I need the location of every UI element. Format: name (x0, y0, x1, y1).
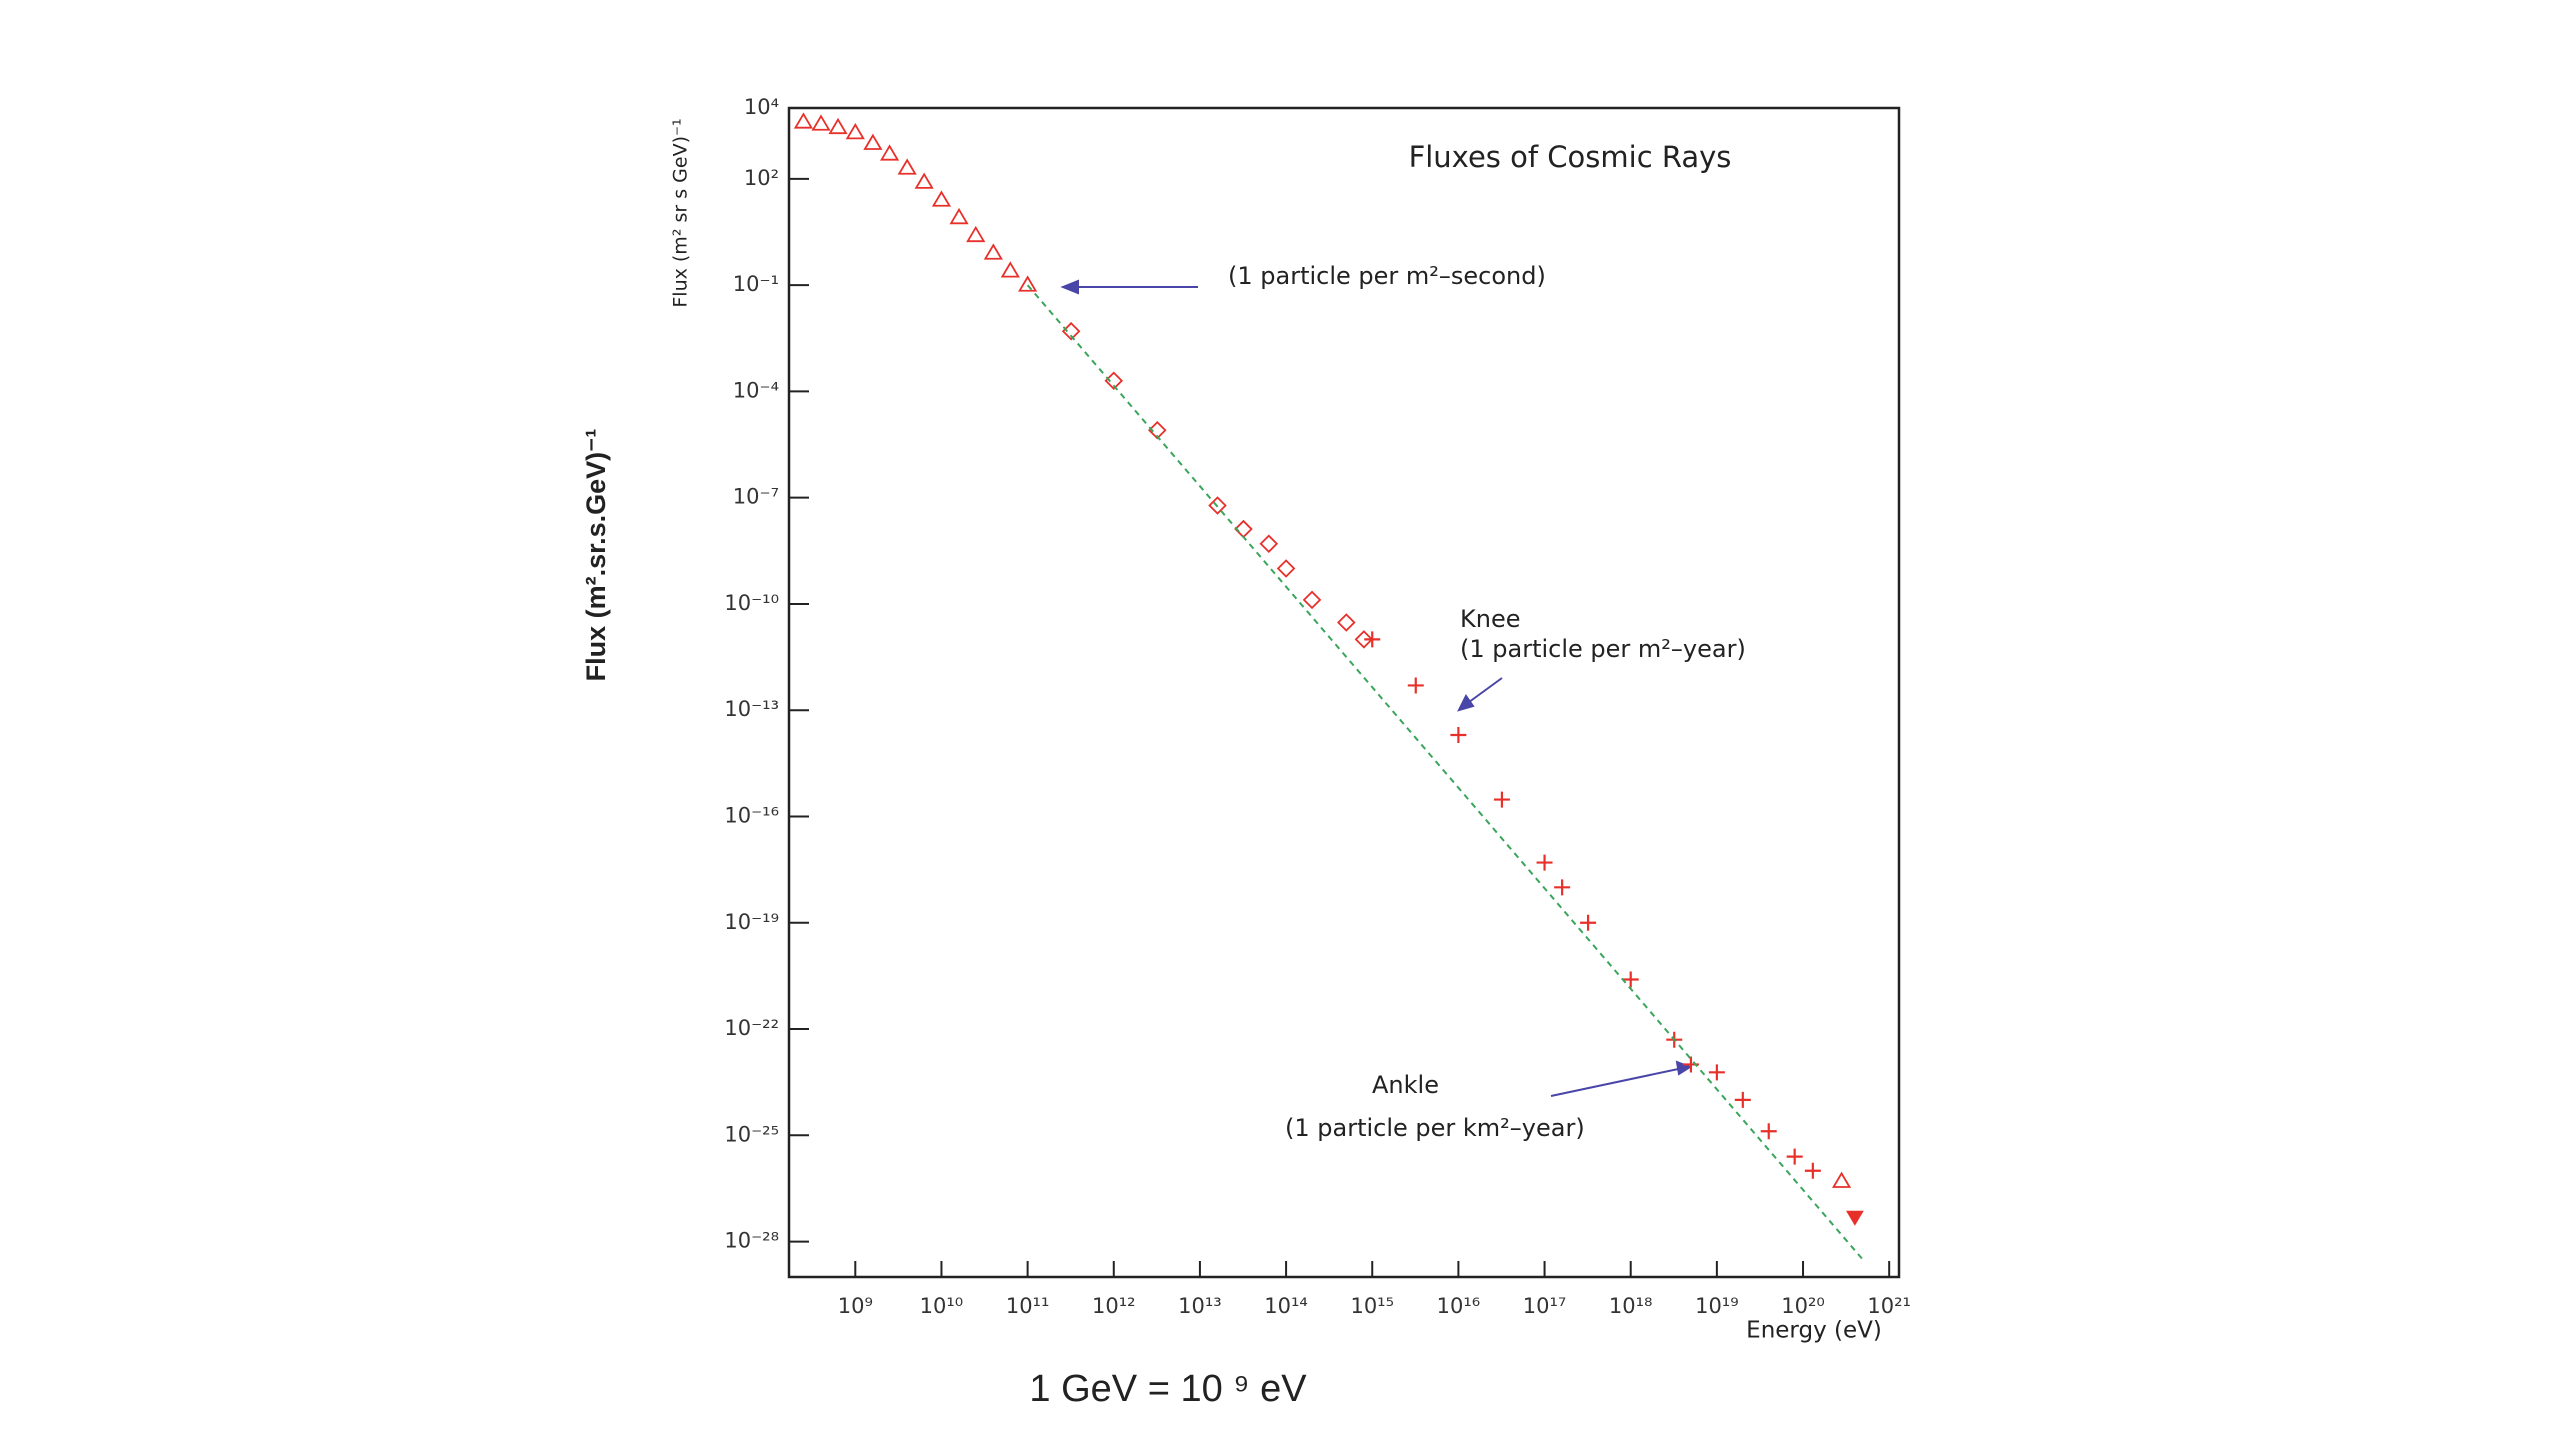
triangle-point (949, 207, 969, 225)
diamond-point (1302, 590, 1322, 610)
triangle-point (1018, 275, 1038, 292)
upper-limit-point (1846, 1210, 1864, 1226)
triangle-point (845, 122, 865, 140)
annotation: Knee (1460, 605, 1520, 633)
triangle-point (914, 172, 934, 189)
y-tick-label: 10⁻²² (724, 1016, 779, 1040)
x-tick-label: 10¹⁷ (1523, 1294, 1567, 1318)
y-tick-label: 10⁻⁴ (733, 378, 779, 402)
x-tick-label: 10¹⁴ (1264, 1294, 1308, 1318)
y-tick-label: 10⁻¹⁹ (724, 910, 779, 934)
cross-point (1364, 631, 1381, 648)
diamond-point (1259, 534, 1279, 554)
y-tick-label: 10⁻⁷ (733, 485, 779, 509)
chart-title: Fluxes of Cosmic Rays (1409, 140, 1732, 174)
x-tick-label: 10¹¹ (1006, 1294, 1050, 1318)
cross-point (1708, 1064, 1725, 1081)
cross-point (1786, 1148, 1803, 1165)
x-tick-label: 10²¹ (1867, 1294, 1911, 1318)
y-tick-label: 10⁻¹ (733, 272, 779, 296)
triangle-point (1831, 1171, 1852, 1188)
slide-footnote: 1 GeV = 10 ⁹ eV (1029, 1368, 1307, 1410)
x-tick-label: 10¹⁹ (1695, 1294, 1739, 1318)
triangle-point (897, 158, 917, 175)
plot-frame (787, 106, 1901, 1279)
x-tick-label: 10¹² (1092, 1294, 1136, 1318)
diamond-point (1276, 559, 1296, 578)
y-tick-label: 10² (744, 166, 779, 190)
annotation: (1 particle per km²–year) (1285, 1114, 1585, 1142)
diamond-point (1148, 420, 1167, 440)
x-axis-label: Energy (eV) (1746, 1318, 1882, 1344)
triangle-point (880, 144, 900, 161)
x-tick-label: 10¹³ (1178, 1294, 1222, 1318)
cross-point (1804, 1162, 1821, 1179)
x-tick-label: 10¹⁶ (1437, 1294, 1481, 1318)
cross-point (1622, 971, 1639, 988)
annotation: (1 particle per m²–year) (1460, 635, 1746, 663)
x-tick-label: 10⁹ (838, 1294, 873, 1318)
triangle-point (793, 112, 814, 129)
y-tick-label: 10⁻¹⁶ (724, 803, 779, 827)
annotation-arrows (1060, 279, 1693, 1097)
cross-point (1493, 791, 1510, 808)
cross-point (1554, 879, 1571, 896)
y-tick-label: 10⁻²⁵ (724, 1122, 779, 1146)
x-tick-label: 10¹⁰ (920, 1294, 964, 1318)
y-tick-label: 10⁻²⁸ (724, 1229, 779, 1253)
diamond-point (1208, 496, 1227, 515)
diamond-point (1337, 613, 1356, 632)
triangle-point (811, 114, 831, 131)
y-tick-label: 10⁻¹³ (724, 697, 779, 721)
x-tick-label: 10²⁰ (1781, 1294, 1825, 1318)
y-tick-label: 10⁻¹⁰ (724, 591, 779, 615)
x-tick-label: 10¹⁵ (1350, 1294, 1394, 1318)
x-tick-label: 10¹⁸ (1609, 1294, 1653, 1318)
cross-point (1450, 726, 1467, 743)
triangle-point (966, 225, 986, 243)
y-axis-label: Flux (m² sr s GeV)⁻¹ (670, 118, 692, 307)
cross-point (1734, 1091, 1751, 1108)
diamond-point (1354, 630, 1374, 649)
fit-line (1026, 284, 1865, 1261)
cross-point (1536, 854, 1553, 871)
triangle-point (863, 133, 883, 150)
triangle-point (828, 117, 848, 135)
triangle-point (983, 243, 1003, 260)
triangle-point (931, 190, 952, 207)
cross-point (1407, 677, 1424, 694)
slide-side-label: Flux (m².sr.s.GeV)⁻¹ (581, 429, 611, 682)
annotation: (1 particle per m²–second) (1228, 262, 1546, 290)
triangle-point (1000, 261, 1020, 278)
annotation: Ankle (1372, 1071, 1439, 1099)
y-tick-label: 10⁴ (744, 95, 779, 119)
cross-point (1580, 914, 1597, 931)
cross-point (1760, 1123, 1777, 1140)
